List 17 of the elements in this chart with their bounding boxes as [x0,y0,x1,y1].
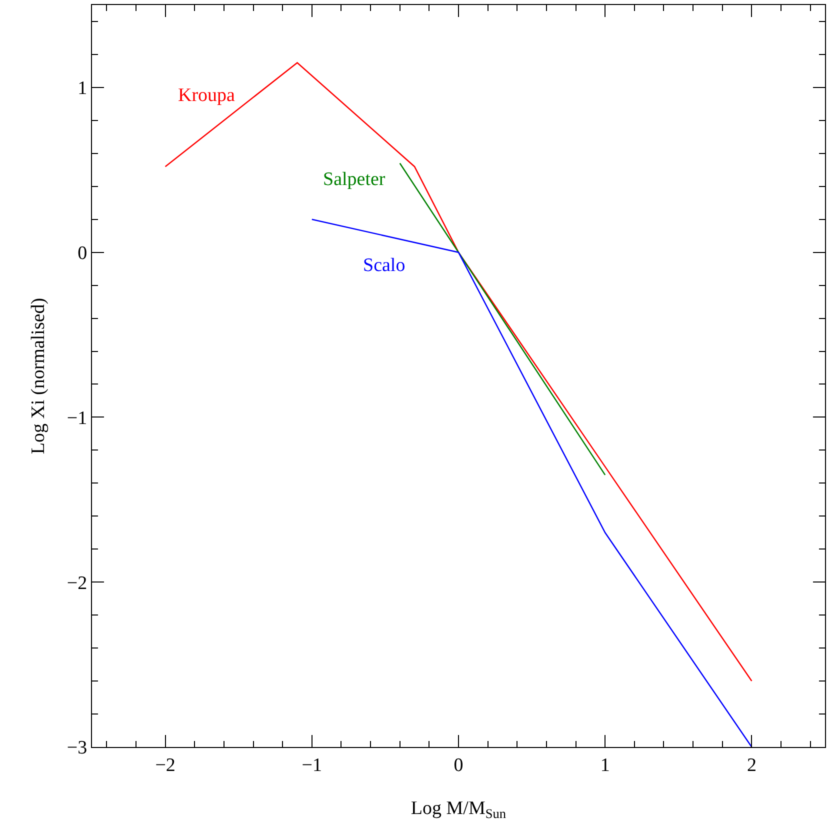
y-tick-label: −1 [66,408,88,429]
x-axis-title: Log M/M$_{Sun}$ [410,798,506,822]
x-tick-label: 2 [746,754,756,776]
y-tick-label: −3 [66,738,88,759]
y-tick-label: −2 [66,572,88,594]
x-tick-label: −1 [302,754,322,776]
line-series [311,218,752,747]
series-label: Scalo [363,255,406,276]
x-tick-label: 0 [454,754,464,776]
y-tick-label: 1 [78,78,88,100]
line-series [164,62,752,682]
y-tick-label: 0 [78,242,88,264]
series-label: Salpeter [323,169,386,190]
y-axis-title: Log Xi (normalised) [28,298,49,454]
series-label: Kroupa [178,85,236,106]
x-tick-label: 1 [600,754,610,776]
x-tick-label: −2 [155,754,176,776]
